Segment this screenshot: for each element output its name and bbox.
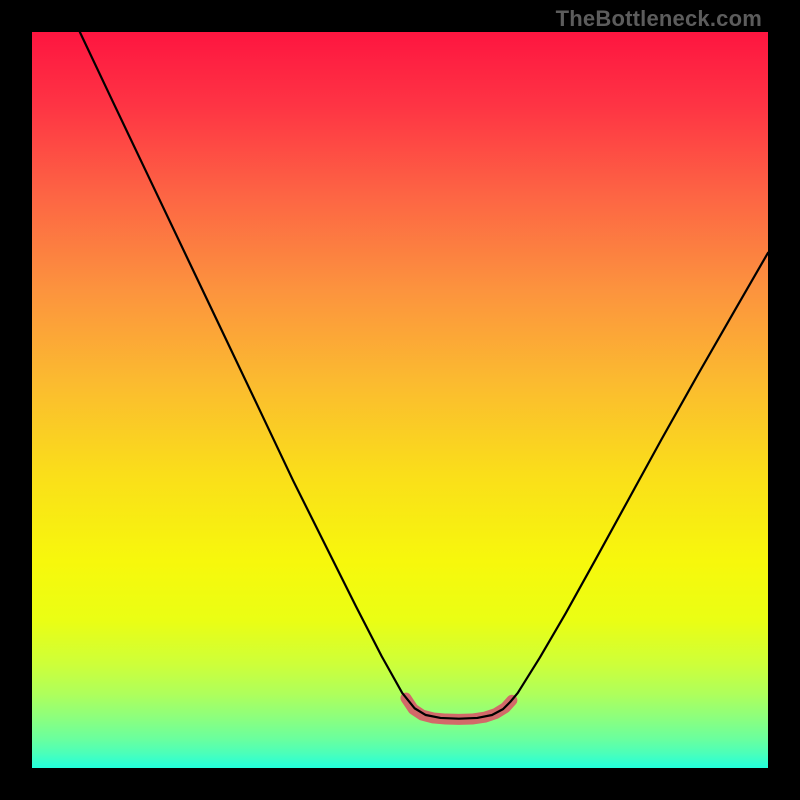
bottleneck-curve <box>80 32 768 719</box>
watermark-text: TheBottleneck.com <box>556 6 762 32</box>
chart-container: TheBottleneck.com <box>0 0 800 800</box>
curve-layer <box>32 32 768 768</box>
bottleneck-flat-marker <box>406 698 512 719</box>
plot-area <box>32 32 768 768</box>
